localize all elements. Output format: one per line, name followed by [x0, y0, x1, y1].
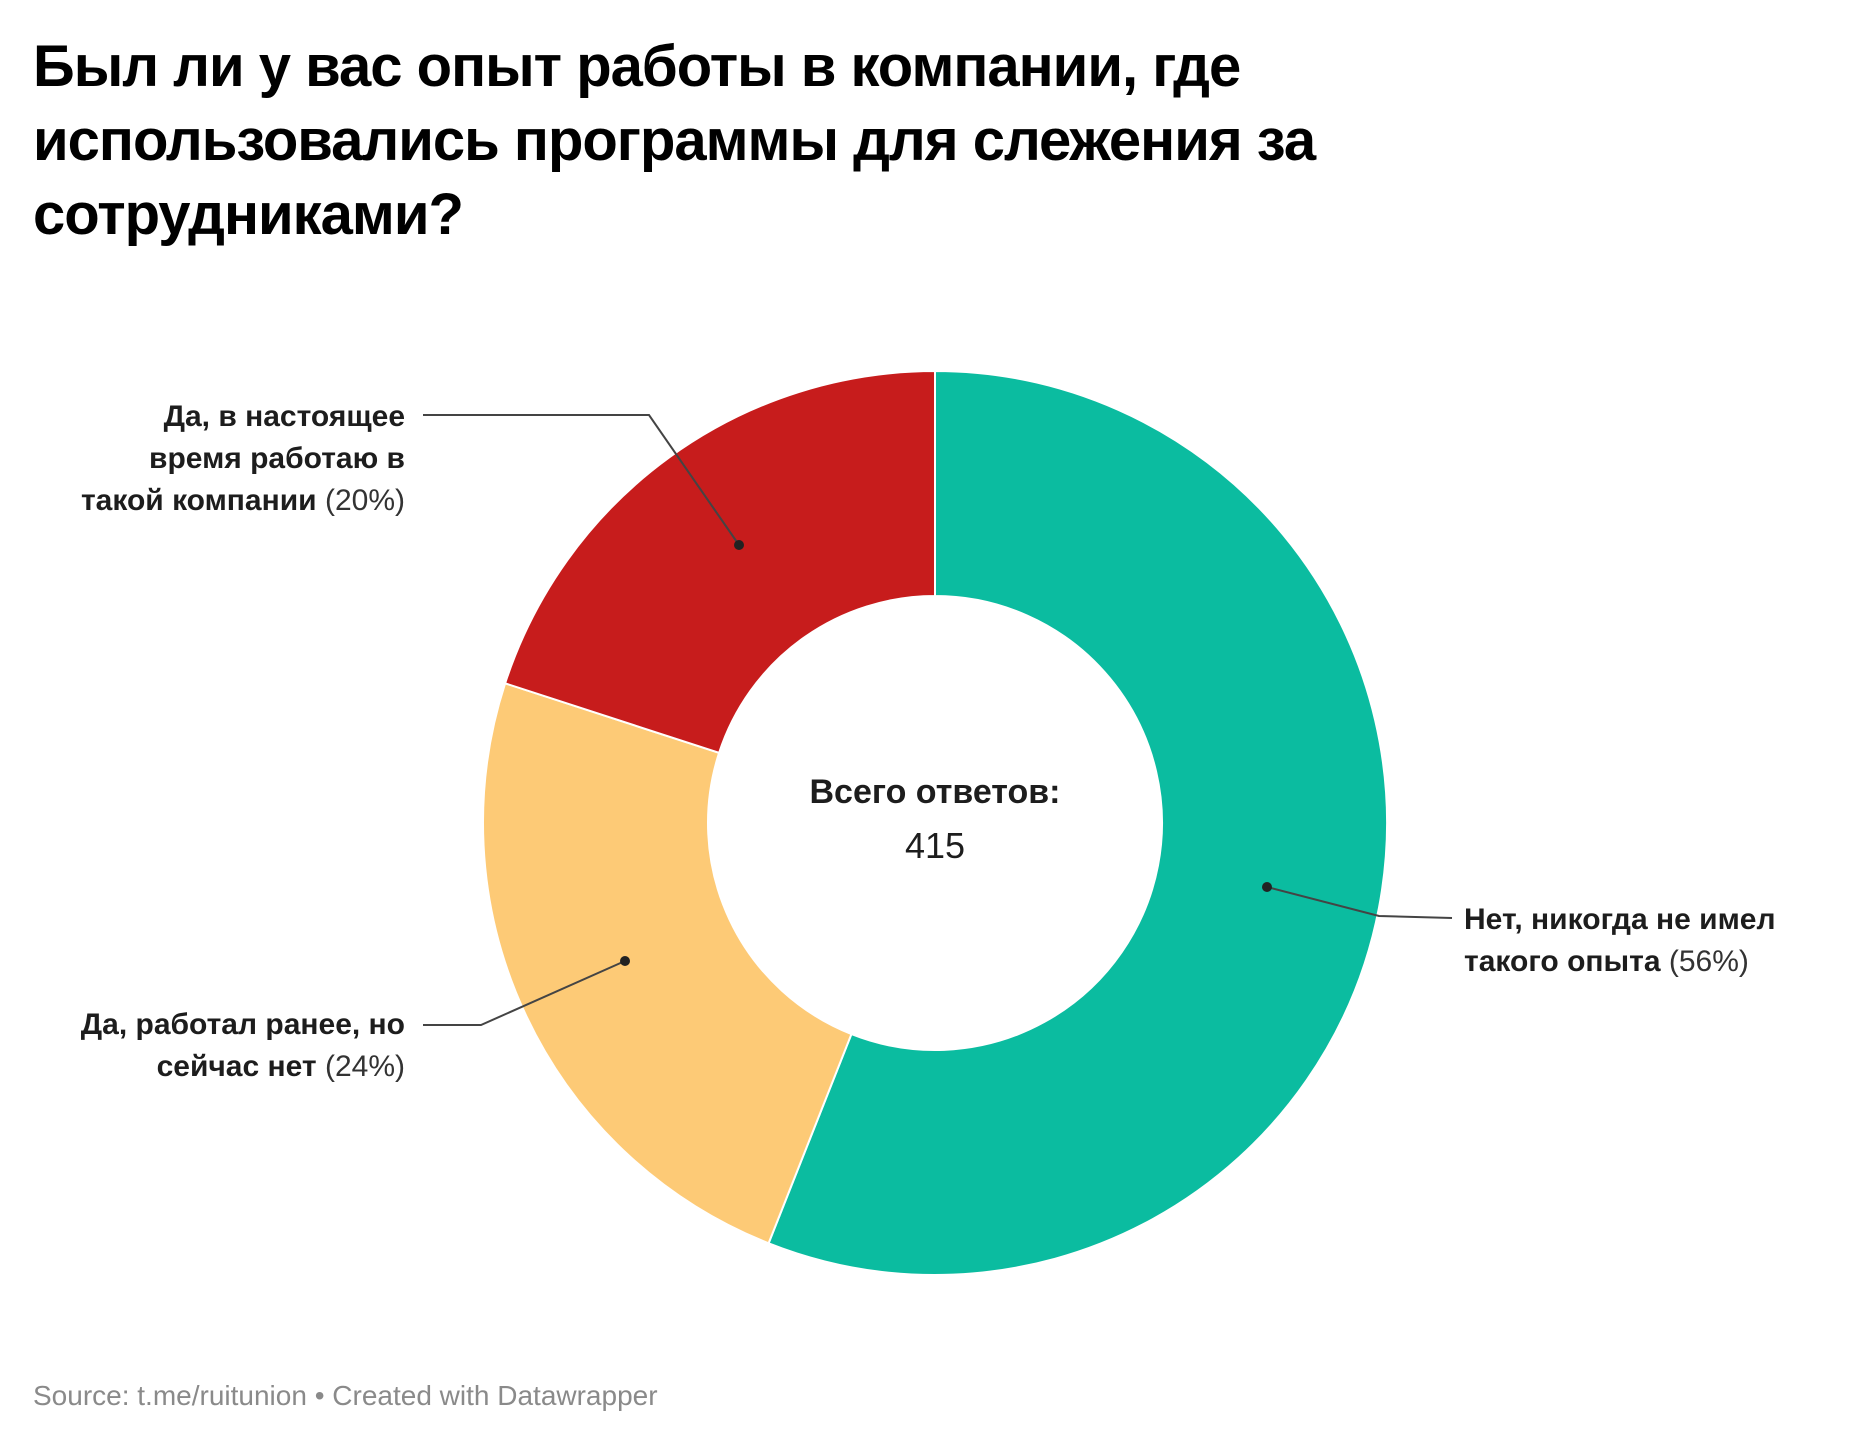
- chart-title: Был ли у вас опыт работы в компании, где…: [33, 34, 1316, 247]
- label-percent: (56%): [1668, 945, 1749, 978]
- label-percent: (20%): [324, 484, 405, 517]
- donut-slice: [767, 369, 1388, 1276]
- slice-label-previous: Да, работал ранее, но сейчас нет (24%): [81, 1004, 405, 1088]
- center-total: Всего ответов: 415: [735, 770, 1135, 878]
- label-line: сейчас нет: [156, 1050, 317, 1083]
- label-line: такого опыта: [1464, 945, 1661, 978]
- total-value: 415: [904, 825, 966, 866]
- leader-line: [1266, 886, 1453, 919]
- label-percent: (24%): [324, 1050, 405, 1083]
- source-footer: Source: t.me/ruitunion • Created with Da…: [33, 1380, 658, 1411]
- donut-slice: [482, 682, 853, 1245]
- leader-dot: [734, 540, 744, 550]
- leader-line: [423, 414, 740, 546]
- leader-dot: [620, 956, 630, 966]
- label-line: время работаю в: [149, 442, 405, 475]
- label-line: Да, в настоящее: [163, 400, 405, 433]
- label-line: Нет, никогда не имел: [1464, 903, 1776, 936]
- label-line: Да, работал ранее, но: [80, 1008, 405, 1041]
- slice-label-current: Да, в настоящее время работаю в такой ко…: [81, 396, 405, 522]
- total-label: Всего ответов:: [809, 773, 1061, 811]
- donut-slice: [503, 369, 936, 755]
- leader-line: [423, 960, 626, 1026]
- label-line: такой компании: [80, 484, 317, 517]
- leader-dot: [1262, 882, 1272, 892]
- slice-label-never: Нет, никогда не имел такого опыта (56%): [1464, 899, 1776, 983]
